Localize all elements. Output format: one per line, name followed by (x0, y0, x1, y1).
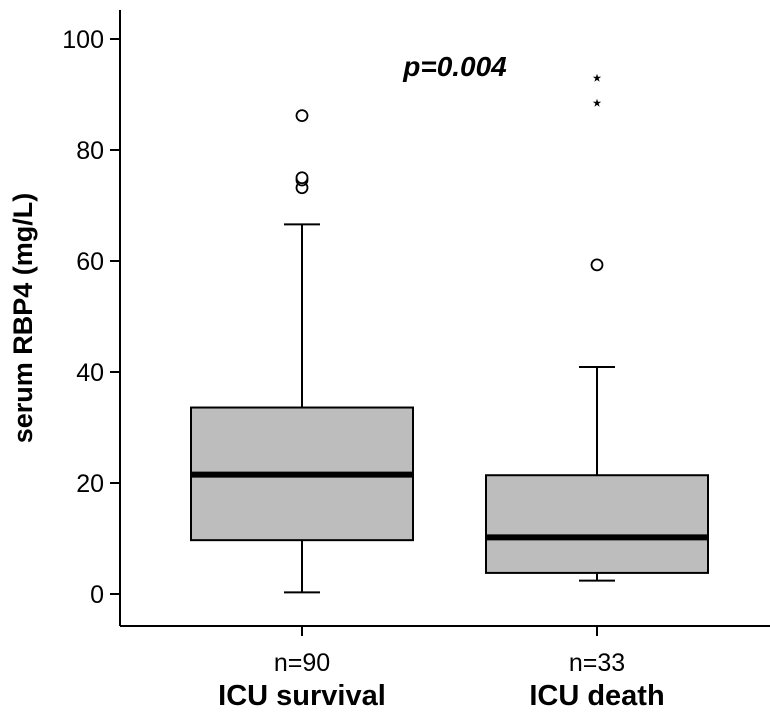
y-tick-label-20: 20 (76, 470, 104, 498)
iqr-box (485, 474, 709, 574)
n-label-icu-death: n=33 (569, 649, 625, 677)
y-tick-label-100: 100 (62, 26, 104, 54)
axes-frame (119, 10, 770, 636)
box-group-icu-survival (190, 109, 414, 594)
p-value-annotation: p=0.004 (402, 51, 507, 82)
box-series: ⋆⋆ (190, 66, 709, 594)
y-axis-label: serum RBP4 (mg/L) (8, 193, 38, 444)
y-tick-label-60: 60 (76, 248, 104, 276)
y-axis-ticks: 0 20 40 60 80 100 (62, 26, 120, 609)
y-tick-label-0: 0 (90, 581, 104, 609)
category-label-icu-death: ICU death (529, 680, 664, 712)
extreme-outlier-star: ⋆ (590, 91, 604, 116)
category-label-icu-survival: ICU survival (218, 680, 386, 712)
box-group-icu-death: ⋆⋆ (485, 66, 709, 582)
y-tick-label-40: 40 (76, 359, 104, 387)
x-axis-labels: n=90 ICU survival n=33 ICU death (218, 649, 664, 712)
outlier-circle (295, 109, 309, 122)
outlier-circle (295, 171, 309, 185)
outlier-circle (590, 258, 604, 272)
n-label-icu-survival: n=90 (274, 649, 330, 677)
extreme-outlier-star: ⋆ (590, 66, 604, 91)
y-tick-label-80: 80 (76, 137, 104, 165)
